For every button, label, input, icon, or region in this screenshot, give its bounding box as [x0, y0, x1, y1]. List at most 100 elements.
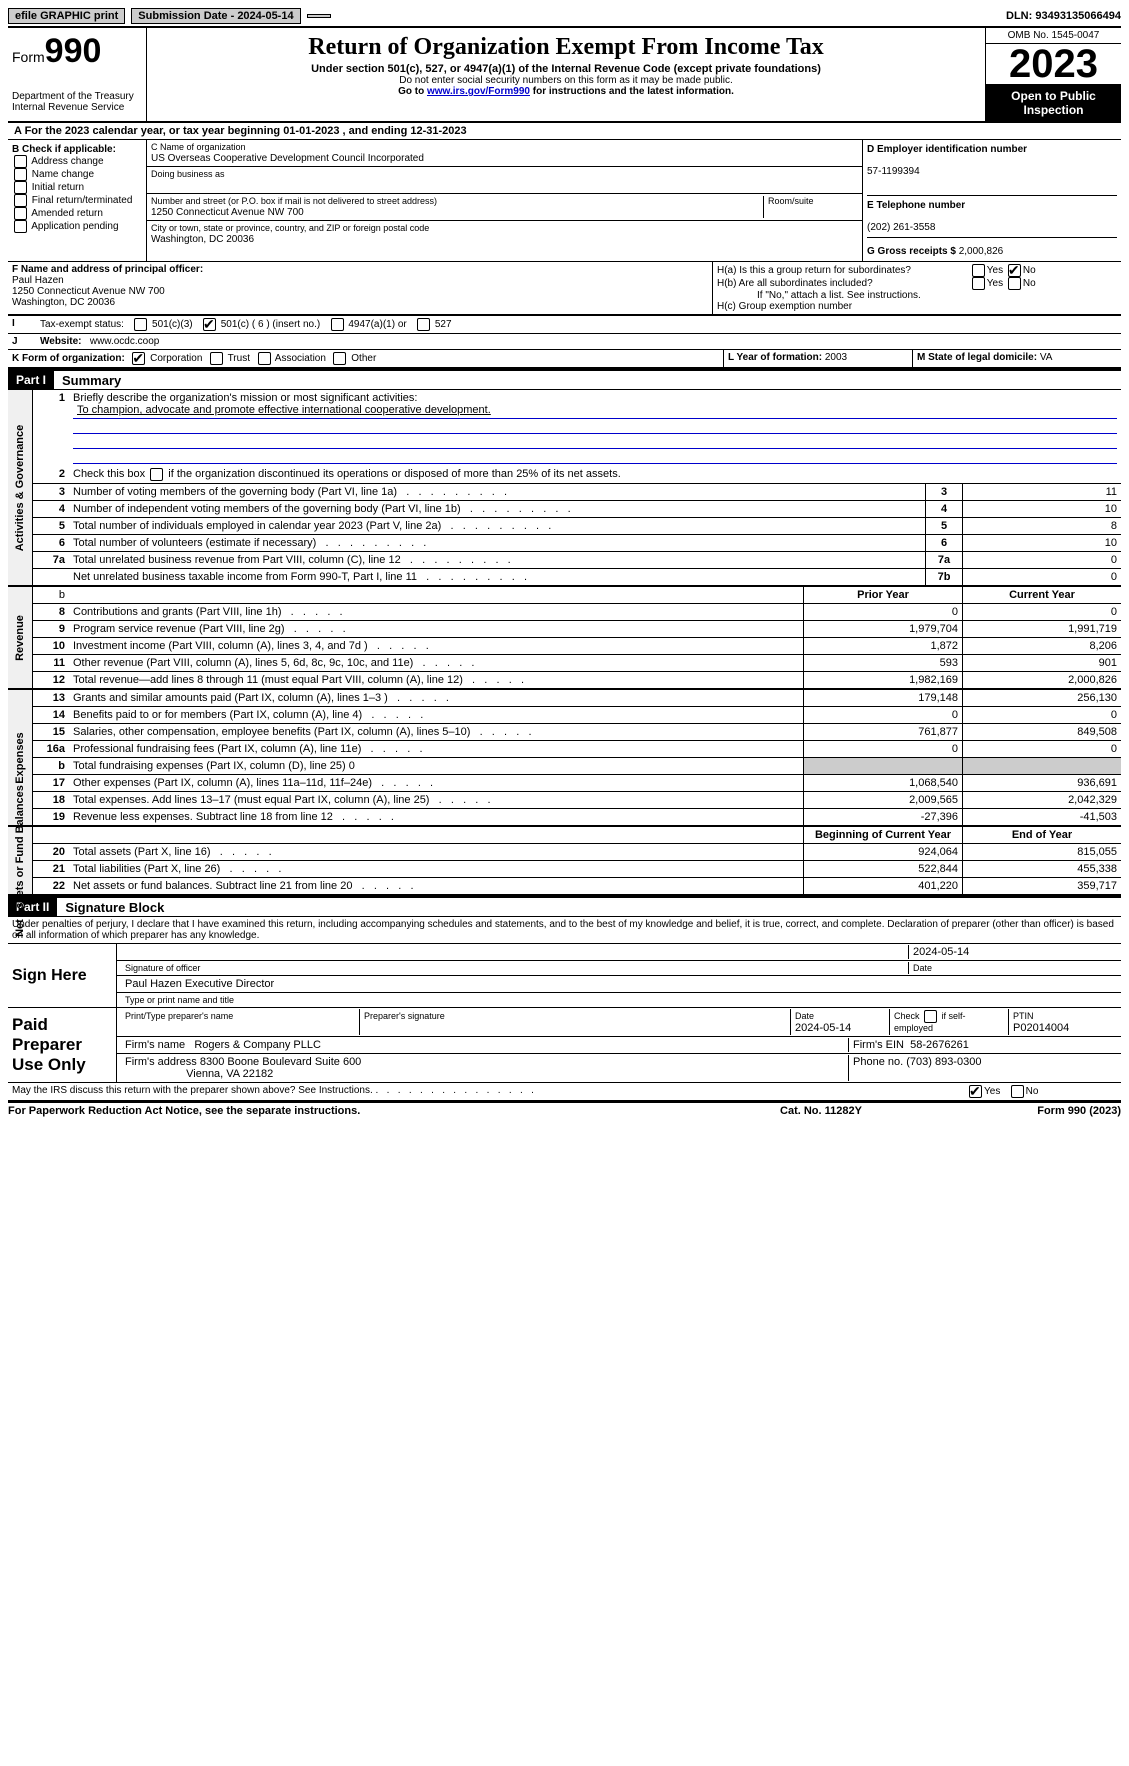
city: Washington, DC 20036 — [151, 234, 254, 245]
c-name-lbl: C Name of organization — [151, 142, 246, 152]
k-other[interactable] — [333, 352, 346, 365]
discuss-no-lbl: No — [1026, 1086, 1039, 1097]
table-row: 10Investment income (Part VIII, column (… — [33, 638, 1121, 655]
officer-addr: 1250 Connecticut Avenue NW 700 — [12, 286, 165, 297]
table-row: 9Program service revenue (Part VIII, lin… — [33, 621, 1121, 638]
hdr-py: Prior Year — [803, 587, 962, 603]
blank-btn — [307, 14, 331, 18]
chk-pending[interactable] — [14, 220, 27, 233]
i-527[interactable] — [417, 318, 430, 331]
firm-lbl: Firm's name — [125, 1039, 185, 1051]
website: www.ocdc.coop — [90, 336, 159, 347]
i-o1: 501(c)(3) — [152, 319, 193, 330]
hb-yes-lbl: Yes — [987, 278, 1003, 289]
tax-year: 2023 — [986, 44, 1121, 85]
table-row: 13Grants and similar amounts paid (Part … — [33, 690, 1121, 707]
e-lbl: E Telephone number — [867, 200, 965, 211]
submission-btn[interactable]: Submission Date - 2024-05-14 — [131, 8, 300, 24]
footer-left: For Paperwork Reduction Act Notice, see … — [8, 1105, 721, 1117]
officer-printed: Paul Hazen Executive Director — [121, 977, 1117, 991]
city-lbl: City or town, state or province, country… — [151, 223, 429, 233]
table-row: bTotal fundraising expenses (Part IX, co… — [33, 758, 1121, 775]
opt-init: Initial return — [32, 182, 84, 193]
table-row: 20Total assets (Part X, line 16) . . . .… — [33, 844, 1121, 861]
i-501c3[interactable] — [134, 318, 147, 331]
part1-title: Summary — [54, 373, 121, 388]
row-j: J Website: www.ocdc.coop — [8, 334, 1121, 350]
i-501c[interactable] — [203, 318, 216, 331]
i-o2: 501(c) ( 6 ) (insert no.) — [221, 319, 320, 330]
top-bar: efile GRAPHIC print Submission Date - 20… — [8, 8, 1121, 28]
k-corp[interactable] — [132, 352, 145, 365]
form-header: Form990 Department of the Treasury Inter… — [8, 28, 1121, 123]
i-o4: 527 — [435, 319, 452, 330]
discuss-yes[interactable] — [969, 1085, 982, 1098]
table-row: 16aProfessional fundraising fees (Part I… — [33, 741, 1121, 758]
hb-no[interactable] — [1008, 277, 1021, 290]
block-fh: F Name and address of principal officer:… — [8, 262, 1121, 315]
governance-section: Activities & Governance 1 Briefly descri… — [8, 390, 1121, 587]
name-title-lbl: Type or print name and title — [121, 994, 1117, 1006]
hb-yes[interactable] — [972, 277, 985, 290]
sign-here-lbl: Sign Here — [8, 944, 117, 1007]
k-o3: Association — [275, 353, 326, 364]
form-number: 990 — [45, 32, 102, 70]
d-lbl: D Employer identification number — [867, 144, 1027, 155]
officer-city: Washington, DC 20036 — [12, 297, 115, 308]
hdr-ey: End of Year — [962, 827, 1121, 843]
table-row: 15Salaries, other compensation, employee… — [33, 724, 1121, 741]
self-emp-chk[interactable] — [924, 1010, 937, 1023]
prep-date-lbl: Date — [795, 1011, 814, 1021]
row-i: I Tax-exempt status: 501(c)(3) 501(c) ( … — [8, 315, 1121, 334]
j-lbl: Website: — [40, 336, 82, 347]
k-trust[interactable] — [210, 352, 223, 365]
chk-name-change[interactable] — [14, 168, 27, 181]
ssn-note: Do not enter social security numbers on … — [151, 75, 981, 86]
part1-tag: Part I — [8, 371, 54, 389]
table-row: 6Total number of volunteers (estimate if… — [33, 535, 1121, 552]
ha-yes[interactable] — [972, 264, 985, 277]
s2-chk[interactable] — [150, 468, 163, 481]
mission: To champion, advocate and promote effect… — [77, 404, 491, 416]
table-row: 22Net assets or fund balances. Subtract … — [33, 878, 1121, 894]
side-net: Net Assets or Fund Balances — [14, 785, 26, 937]
org-name: US Overseas Cooperative Development Coun… — [151, 153, 424, 164]
i-4947[interactable] — [331, 318, 344, 331]
prep-name-lbl: Print/Type preparer's name — [125, 1011, 233, 1021]
paid-preparer: Paid Preparer Use Only Print/Type prepar… — [8, 1008, 1121, 1083]
firm-addr1: 8300 Boone Boulevard Suite 600 — [200, 1056, 361, 1068]
g-lbl: G Gross receipts $ — [867, 246, 956, 257]
table-row: Net unrelated business taxable income fr… — [33, 569, 1121, 585]
chk-amended[interactable] — [14, 207, 27, 220]
table-row: 5Total number of individuals employed in… — [33, 518, 1121, 535]
table-row: 4Number of independent voting members of… — [33, 501, 1121, 518]
firm-addr-lbl: Firm's address — [125, 1056, 197, 1068]
opt-pend: Application pending — [31, 221, 118, 232]
hb: H(b) Are all subordinates included? — [717, 278, 967, 289]
chk-final[interactable] — [14, 194, 27, 207]
goto-pre: Go to — [398, 86, 427, 97]
page-footer: For Paperwork Reduction Act Notice, see … — [8, 1101, 1121, 1117]
ptin: P02014004 — [1013, 1022, 1069, 1034]
prep-sig-lbl: Preparer's signature — [364, 1011, 445, 1021]
discuss-no[interactable] — [1011, 1085, 1024, 1098]
firm-ein: 58-2676261 — [910, 1039, 969, 1051]
dln: DLN: 93493135066494 — [1006, 10, 1121, 22]
sign-here: Sign Here 2024-05-14 Signature of office… — [8, 944, 1121, 1008]
ha-no-lbl: No — [1023, 265, 1036, 276]
ha-no[interactable] — [1008, 264, 1021, 277]
perjury: Under penalties of perjury, I declare th… — [8, 917, 1121, 944]
irs-link[interactable]: www.irs.gov/Form990 — [427, 86, 530, 97]
footer-right: Form 990 (2023) — [1037, 1105, 1121, 1117]
table-row: 18Total expenses. Add lines 13–17 (must … — [33, 792, 1121, 809]
hb-no-lbl: No — [1023, 278, 1036, 289]
efile-btn[interactable]: efile GRAPHIC print — [8, 8, 125, 24]
table-row: 7aTotal unrelated business revenue from … — [33, 552, 1121, 569]
chk-addr-change[interactable] — [14, 155, 27, 168]
chk-initial[interactable] — [14, 181, 27, 194]
k-lbl: K Form of organization: — [12, 353, 125, 364]
k-assoc[interactable] — [258, 352, 271, 365]
row-klm: K Form of organization: Corporation Trus… — [8, 350, 1121, 369]
mission-q: Briefly describe the organization's miss… — [73, 392, 417, 404]
phone: (202) 261-3558 — [867, 222, 935, 233]
